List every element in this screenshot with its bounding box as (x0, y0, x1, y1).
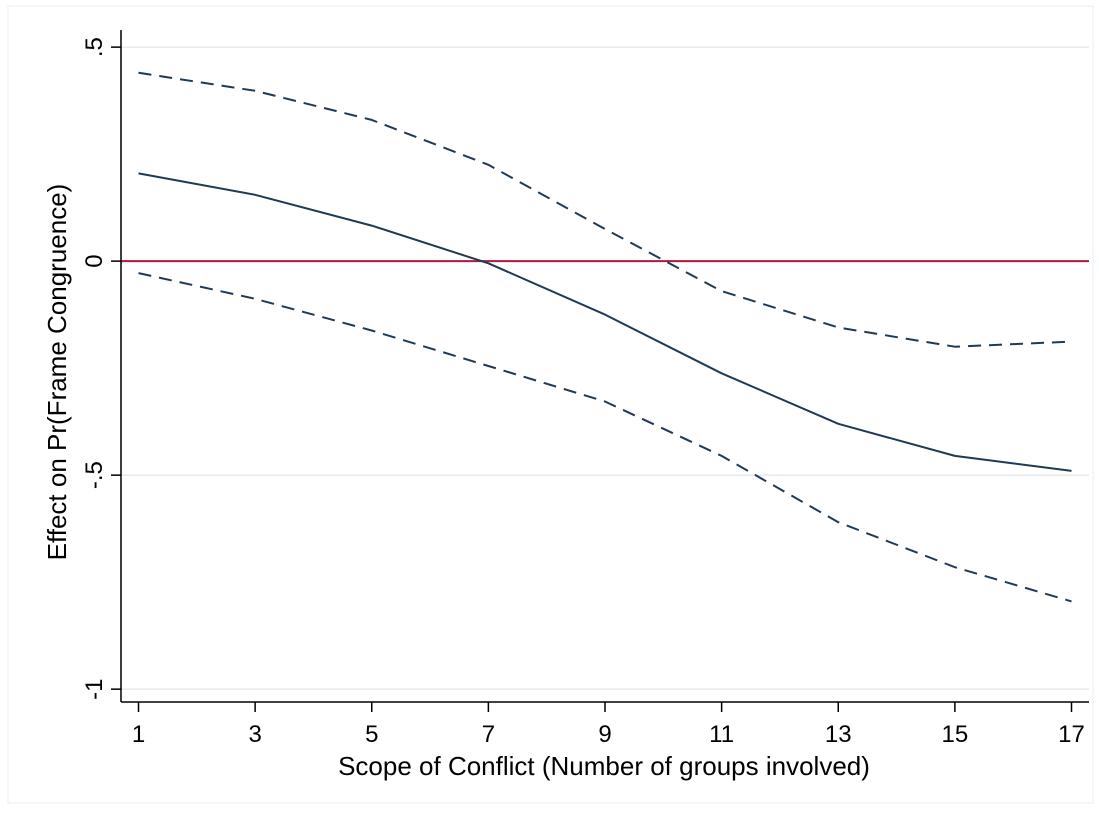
y-tick-label: 0 (81, 254, 108, 267)
x-tick-label: 7 (482, 721, 495, 748)
y-tick-label: .5 (81, 37, 108, 57)
x-tick-label: 1 (132, 721, 145, 748)
y-tick-label: -.5 (81, 461, 108, 489)
series-layer (138, 71, 1072, 603)
x-axis-title: Scope of Conflict (Number of groups invo… (338, 751, 870, 781)
x-tick-label: 17 (1058, 721, 1085, 748)
x-tick-label: 11 (709, 721, 734, 748)
estimate-line (138, 172, 1072, 472)
axis-layer: -1-.50.51 3 5 7 9 11 13 15 17 (81, 30, 1089, 748)
upper_ci-line (138, 71, 1072, 348)
x-tick-label: 3 (248, 721, 261, 748)
x-tick-label: 9 (598, 721, 611, 748)
x-tick-label: 15 (942, 721, 969, 748)
y-axis-title: Effect on Pr(Frame Congruence) (42, 184, 72, 561)
plot-frame (7, 5, 1094, 804)
lower_ci-line (138, 272, 1072, 603)
x-tick-label: 5 (365, 721, 378, 748)
x-tick-label: 13 (825, 721, 852, 748)
y-tick-label: -1 (81, 678, 108, 699)
